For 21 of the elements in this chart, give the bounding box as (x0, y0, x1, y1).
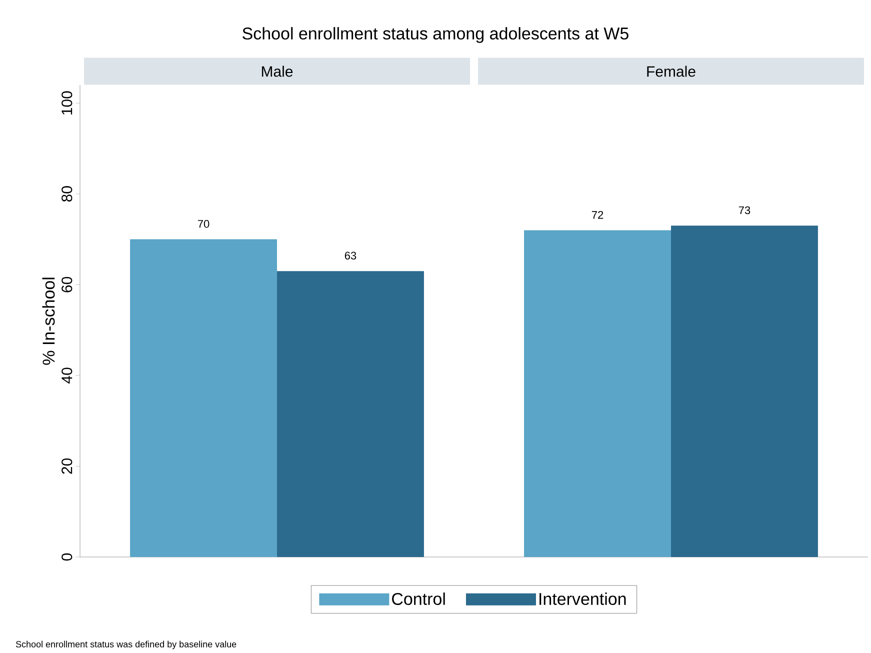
chart-title: School enrollment status among adolescents at W5 (242, 27, 628, 44)
legend-label: Control (392, 592, 445, 606)
y-tick-label: 0 (62, 554, 72, 561)
y-tick-label: 40 (62, 368, 72, 384)
y-tick-label: 20 (62, 458, 72, 474)
data-label: 70 (198, 220, 210, 228)
data-label: 73 (738, 206, 750, 214)
legend-label: Intervention (540, 592, 626, 606)
x-tick-label: Male (262, 66, 293, 78)
y-tick-label: 60 (62, 277, 72, 292)
bar (277, 271, 424, 558)
bar (671, 226, 818, 558)
y-tick-label: 80 (62, 186, 72, 202)
data-label: 72 (592, 211, 604, 219)
y-axis-title: % In-school (42, 278, 55, 366)
text: School enrollment status was defined by baseline value (16, 641, 236, 650)
y-tick-label: 100 (62, 91, 72, 115)
bar (524, 230, 671, 558)
bar (130, 240, 278, 558)
x-tick-label: Female (647, 66, 696, 78)
data-label: 63 (344, 252, 356, 260)
